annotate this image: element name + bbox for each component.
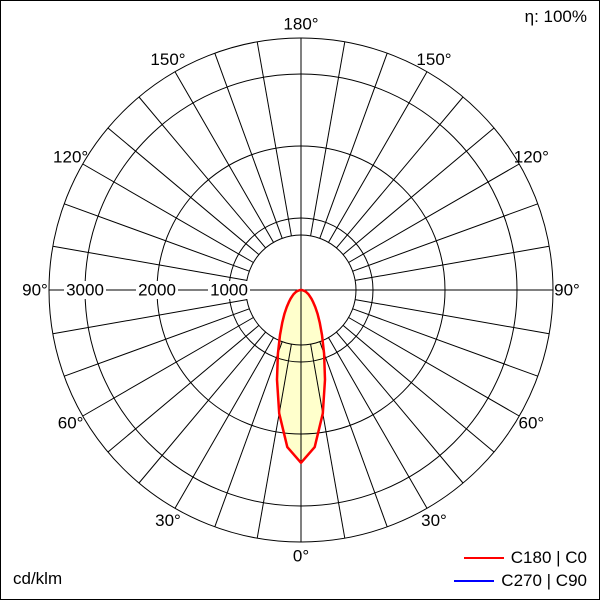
svg-text:120°: 120°	[53, 148, 88, 167]
legend-item: C180 | C0	[463, 548, 587, 568]
intensity-curve-c0-c180	[275, 288, 327, 465]
unit-label: cd/klm	[13, 569, 63, 588]
legend-line-swatch	[454, 580, 495, 582]
svg-text:90°: 90°	[22, 281, 48, 300]
efficiency-label: η: 100%	[524, 7, 587, 26]
svg-text:60°: 60°	[58, 414, 84, 433]
legend-item-label: C180 | C0	[510, 548, 587, 567]
legend: C180 | C0 C270 | C90	[454, 548, 587, 591]
svg-text:2000: 2000	[138, 281, 176, 300]
polar-grid	[48, 37, 554, 543]
svg-text:150°: 150°	[150, 50, 185, 69]
svg-text:150°: 150°	[416, 50, 451, 69]
angle-labels: 0° 30° 30° 60° 60° 90° 90° 120° 120° 150° 150° 180°	[22, 15, 580, 566]
legend-line-swatch	[463, 557, 504, 559]
svg-text:90°: 90°	[554, 281, 580, 300]
svg-text:180°: 180°	[283, 15, 318, 34]
svg-text:3000: 3000	[66, 281, 104, 300]
svg-text:0°: 0°	[293, 547, 309, 566]
legend-item: C270 | C90	[454, 571, 587, 591]
svg-text:30°: 30°	[421, 511, 447, 530]
legend-item-label: C270 | C90	[501, 571, 587, 590]
svg-text:30°: 30°	[155, 511, 181, 530]
radial-scale-labels: 1000 2000 3000	[64, 281, 250, 300]
svg-text:1000: 1000	[210, 281, 248, 300]
svg-text:60°: 60°	[519, 414, 545, 433]
svg-text:120°: 120°	[514, 148, 549, 167]
